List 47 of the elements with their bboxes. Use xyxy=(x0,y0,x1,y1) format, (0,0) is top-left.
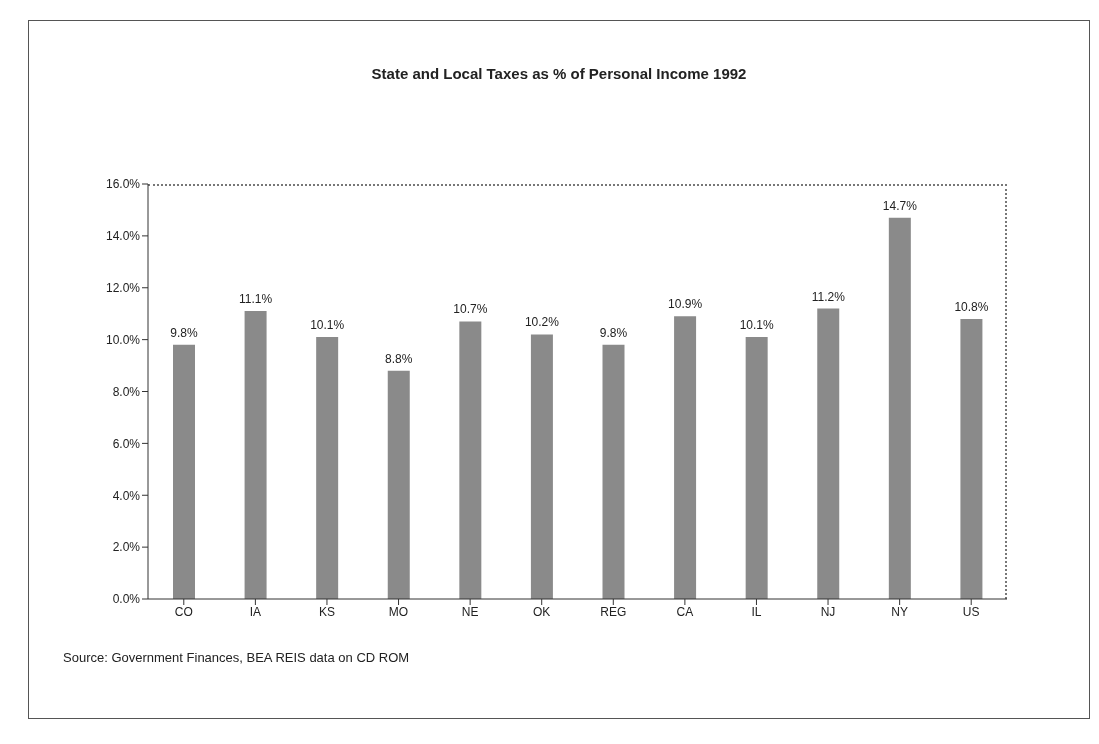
data-label: 9.8% xyxy=(599,325,628,340)
x-tick-label: CO xyxy=(174,604,193,619)
chart-title: State and Local Taxes as % of Personal Income 1992 xyxy=(370,65,748,82)
y-tick-label: 16.0% xyxy=(105,177,141,192)
x-tick-label: NY xyxy=(891,604,908,619)
y-tick-label: 4.0% xyxy=(112,488,141,503)
y-tick-label: 0.0% xyxy=(112,592,141,607)
y-tick-label: 6.0% xyxy=(112,436,141,451)
data-label: 10.7% xyxy=(453,302,488,317)
x-tick-label: KS xyxy=(318,604,335,619)
x-tick-label: US xyxy=(962,604,980,619)
bar xyxy=(459,321,482,599)
bar xyxy=(387,370,410,599)
data-label: 10.1% xyxy=(310,318,345,333)
y-tick-label: 10.0% xyxy=(105,332,141,347)
data-label: 10.1% xyxy=(739,318,775,333)
x-tick-label: NE xyxy=(461,604,479,619)
y-tick-label: 8.0% xyxy=(112,384,141,399)
bar xyxy=(960,318,983,599)
data-label: 9.8% xyxy=(170,325,198,340)
data-label: 8.8% xyxy=(385,351,413,366)
y-tick-label: 2.0% xyxy=(112,540,141,555)
bar xyxy=(173,344,195,599)
source-note: Source: Government Finances, BEA REIS data on CD ROM xyxy=(63,650,410,665)
x-tick-label: MO xyxy=(388,604,409,619)
bar xyxy=(888,217,911,599)
data-label: 10.9% xyxy=(668,297,703,312)
x-tick-label: OK xyxy=(533,604,551,619)
bar xyxy=(817,308,840,599)
data-label: 11.2% xyxy=(811,289,846,304)
data-label: 11.1% xyxy=(239,292,273,307)
data-label: 14.7% xyxy=(882,198,918,213)
x-tick-label: IL xyxy=(751,604,762,619)
x-tick-label: REG xyxy=(600,604,627,619)
bar xyxy=(530,334,553,599)
x-tick-label: NJ xyxy=(820,604,836,619)
y-tick-label: 14.0% xyxy=(105,229,141,244)
x-tick-label: CA xyxy=(676,604,694,619)
y-tick-label: 12.0% xyxy=(105,281,141,296)
bar xyxy=(674,316,697,599)
bar xyxy=(602,344,625,599)
bar xyxy=(745,337,768,599)
data-label: 10.8% xyxy=(954,299,989,314)
x-tick-label: IA xyxy=(249,604,262,619)
bar xyxy=(244,311,267,599)
data-label: 10.2% xyxy=(524,315,560,330)
bar xyxy=(316,337,339,599)
